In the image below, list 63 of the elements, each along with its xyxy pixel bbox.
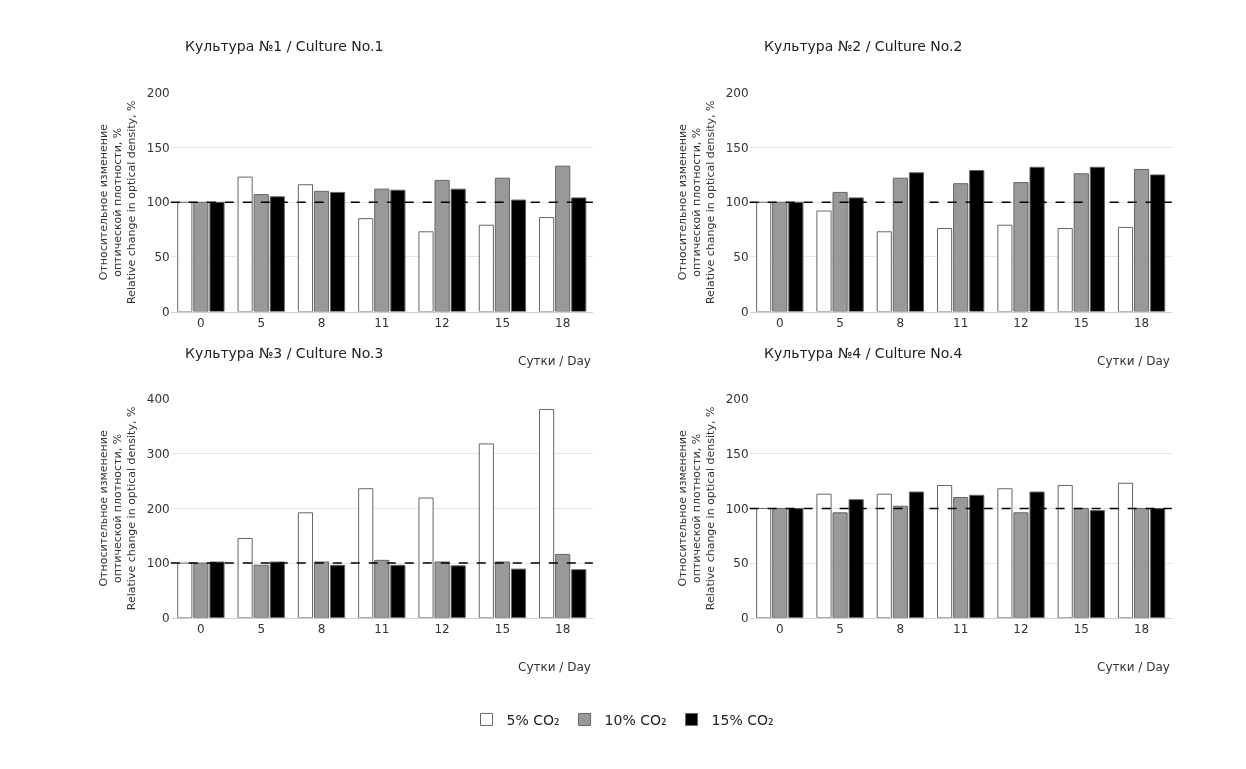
x-tick-label: 8 (317, 622, 326, 637)
chart-title: Культура №1 / Culture No.1 (185, 38, 384, 54)
y-tick-label: 200 (146, 86, 170, 101)
x-axis-title: Сутки / Day (518, 660, 591, 674)
y-tick-label: 150 (725, 446, 749, 461)
x-tick-label: 8 (896, 316, 905, 330)
x-tick-label: 18 (555, 316, 571, 330)
y-tick-label: 150 (725, 140, 749, 155)
y-tick-label: 100 (725, 195, 749, 210)
y-tick-label: 150 (146, 140, 170, 155)
y-tick-label: 100 (725, 501, 749, 516)
x-tick-label: 5 (257, 622, 266, 637)
chart-title: Культура №4 / Culture No.4 (764, 345, 963, 361)
x-axis-title: Сутки / Day (518, 354, 591, 368)
chart-title: Культура №3 / Culture No.3 (185, 345, 384, 361)
legend-label: 15% CO₂ (711, 711, 774, 728)
x-tick-label: 0 (775, 316, 784, 330)
x-tick-label: 15 (494, 316, 511, 330)
legend-label: 10% CO₂ (604, 711, 667, 728)
x-tick-label: 12 (1013, 622, 1029, 637)
x-tick-label: 15 (1073, 316, 1089, 330)
x-tick-label: 5 (257, 316, 266, 330)
x-tick-label: 0 (197, 622, 205, 637)
x-tick-label: 11 (953, 622, 969, 637)
y-axis-title: Относительное изменение оптической плотности, % Relative change in optical density, % (675, 100, 718, 305)
x-axis-title: Сутки / Day (1097, 660, 1170, 674)
chart-title: Культура №2 / Culture No.2 (764, 38, 963, 54)
x-tick-label: 18 (555, 622, 571, 637)
y-tick-label: 50 (733, 556, 749, 571)
x-tick-label: 18 (1133, 622, 1150, 637)
x-tick-label: 11 (953, 316, 969, 330)
x-tick-label: 15 (1073, 622, 1089, 637)
x-tick-label: 0 (775, 622, 784, 637)
y-tick-label: 200 (725, 392, 749, 407)
legend-label: 5% CO₂ (506, 711, 560, 728)
y-tick-label: 50 (154, 250, 170, 265)
x-tick-label: 18 (1133, 316, 1150, 330)
x-tick-label: 12 (434, 316, 450, 330)
x-tick-label: 12 (1013, 316, 1029, 330)
y-tick-label: 0 (740, 304, 749, 319)
y-axis-title: Относительное изменение оптической плотности, % Relative change in optical density, % (96, 100, 139, 305)
x-tick-label: 11 (374, 316, 390, 330)
y-tick-label: 200 (146, 501, 170, 516)
x-tick-label: 12 (434, 622, 450, 637)
x-axis-title: Сутки / Day (1097, 354, 1170, 368)
y-tick-label: 200 (725, 86, 749, 101)
x-tick-label: 11 (374, 622, 390, 637)
x-tick-label: 8 (317, 316, 326, 330)
x-tick-label: 5 (836, 622, 844, 637)
y-tick-label: 300 (146, 446, 170, 461)
y-tick-label: 0 (162, 610, 170, 625)
x-tick-label: 5 (836, 316, 844, 330)
y-axis-title: Относительное изменение оптической плотности, % Relative change in optical density, % (675, 406, 718, 611)
x-tick-label: 15 (494, 622, 511, 637)
y-tick-label: 50 (733, 250, 749, 265)
y-axis-title: Относительное изменение оптической плотности, % Relative change in optical density, % (96, 406, 139, 611)
x-tick-label: 0 (197, 316, 205, 330)
y-tick-label: 100 (146, 195, 170, 210)
y-tick-label: 400 (146, 392, 170, 407)
x-tick-label: 8 (896, 622, 905, 637)
y-tick-label: 100 (146, 556, 170, 571)
y-tick-label: 0 (162, 304, 170, 319)
y-tick-label: 0 (740, 610, 749, 625)
